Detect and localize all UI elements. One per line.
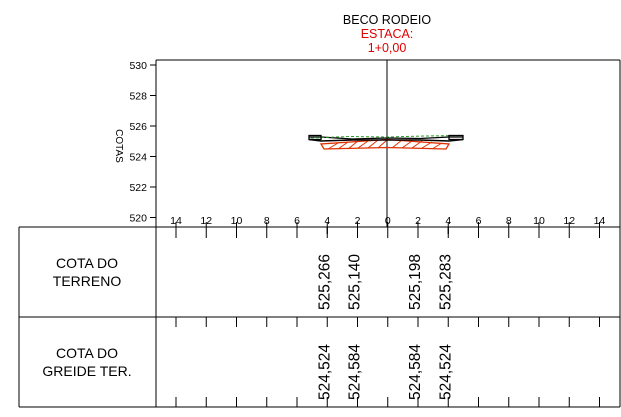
x-tick-label-1: 12: [200, 215, 212, 227]
x-tick-label-13: 12: [563, 215, 575, 227]
data-table: [18, 226, 621, 408]
grade-line: [308, 138, 464, 142]
left-curb: [308, 134, 322, 141]
x-tick-label-5: 4: [324, 215, 330, 227]
x-tick-label-7: 0: [385, 215, 391, 227]
terrain-value-3: 525,283: [437, 254, 454, 310]
hatch-lines: [327, 139, 443, 150]
original-ground-line: [310, 135, 464, 139]
station-label: ESTACA:: [361, 27, 414, 41]
x-tick-label-10: 6: [476, 215, 482, 227]
terrain-value-2: 525,198: [407, 254, 424, 310]
grade-value-2: 524,584: [407, 344, 424, 400]
y-tick-label-2: 526: [129, 121, 147, 133]
y-tick-label-4: 522: [129, 182, 147, 194]
row2-label-line1: COTA DO: [56, 345, 118, 361]
x-tick-label-12: 10: [533, 215, 545, 227]
terrain-value-1: 525,140: [347, 254, 364, 310]
row2-label-line2: GREIDE TER.: [42, 363, 131, 379]
x-tick-label-8: 2: [415, 215, 421, 227]
x-tick-label-2: 10: [231, 215, 243, 227]
row1-label-line2: TERRENO: [53, 273, 122, 289]
grade-values: 524,524 524,584 524,584 524,524: [316, 227, 454, 400]
x-tick-label-6: 2: [355, 215, 361, 227]
x-axis: 14 12 10 8 6 4 2 0 2 4 6 8 10 12 14: [170, 215, 605, 227]
right-curb: [448, 134, 464, 141]
grade-value-0: 524,524: [316, 344, 333, 400]
y-tick-label-3: 524: [129, 152, 147, 164]
y-axis: 530 528 526 524 522 520: [129, 60, 156, 225]
street-name: BECO RODEIO: [343, 13, 431, 27]
y-tick-label-0: 530: [129, 60, 147, 72]
row-ticks: [175, 227, 600, 407]
y-axis-label: COTAS: [113, 129, 124, 163]
x-tick-label-11: 8: [506, 215, 512, 227]
cross-section: [308, 134, 464, 150]
y-tick-label-1: 528: [129, 91, 147, 103]
grade-value-3: 524,524: [437, 344, 454, 400]
row1-label-line1: COTA DO: [56, 255, 118, 271]
x-tick-label-0: 14: [170, 215, 182, 227]
x-tick-label-9: 4: [445, 215, 451, 227]
station-value: 1+0,00: [368, 41, 407, 55]
x-tick-label-4: 6: [294, 215, 300, 227]
terrain-value-0: 525,266: [316, 254, 333, 310]
grade-value-1: 524,584: [347, 344, 364, 400]
y-tick-label-5: 520: [129, 213, 147, 225]
x-tick-label-3: 8: [264, 215, 270, 227]
x-tick-label-14: 14: [594, 215, 606, 227]
terrain-values: 525,266 525,140 525,198 525,283: [316, 227, 454, 310]
